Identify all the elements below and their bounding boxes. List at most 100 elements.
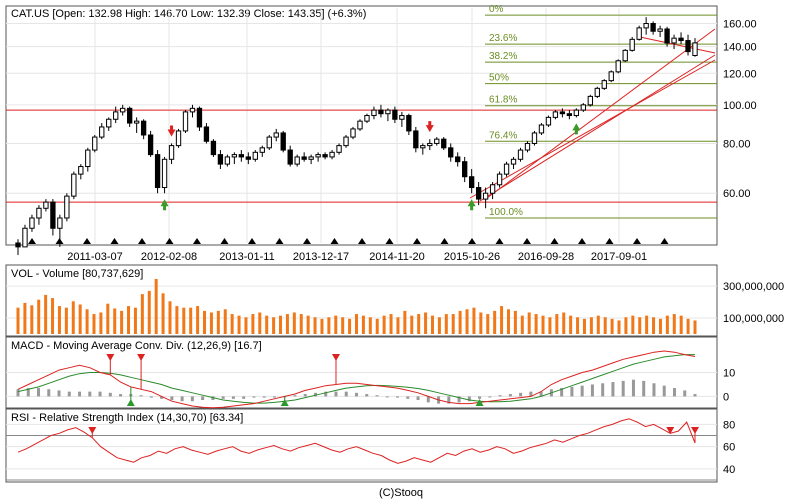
candle-body	[71, 173, 77, 197]
macd-gridlines	[6, 372, 717, 397]
macd-histogram-bar	[580, 385, 584, 397]
candle-body	[308, 156, 314, 160]
volume-bar	[665, 315, 669, 334]
candle-body	[496, 173, 503, 186]
macd-histogram-bar	[621, 380, 625, 397]
volume-bar	[493, 310, 497, 334]
footer-credit: (C)Stooq	[379, 487, 423, 499]
macd-histogram-bar	[67, 391, 71, 397]
rsi-panel-title: RSI - Relative Strength Index (14,30,70)…	[11, 412, 243, 424]
volume-y-axis: 100,000,000 300,000,000	[723, 281, 784, 325]
volume-bar	[361, 315, 365, 334]
macd-histogram-bar	[344, 391, 348, 397]
macd-histogram-bar	[652, 383, 656, 397]
volume-bar	[327, 317, 331, 334]
candle-body	[601, 80, 607, 89]
macd-histogram-bar	[570, 386, 574, 397]
macd-histogram-bar	[611, 382, 615, 397]
price-x-tick-label: 2015-10-26	[444, 251, 500, 263]
rsi-sell-marker	[691, 427, 699, 434]
candle-body	[175, 130, 182, 147]
volume-bar	[348, 318, 352, 334]
volume-panel-title: VOL - Volume [80,737,629]	[11, 268, 143, 280]
period-marker	[523, 238, 531, 244]
candle-body	[350, 128, 356, 138]
macd-histogram-bar	[57, 390, 61, 397]
price-x-tick-label: 2013-12-17	[293, 251, 349, 263]
price-x-tick-label: 2013-01-11	[219, 251, 274, 263]
volume-bar	[237, 315, 241, 334]
macd-histogram-bar	[47, 389, 51, 397]
macd-histogram-bar	[16, 389, 20, 397]
candle-body	[120, 107, 126, 113]
macd-histogram-bar	[262, 396, 266, 398]
macd-histogram-bar	[590, 384, 594, 397]
macd-histogram-bar	[447, 396, 451, 404]
macd-histogram-bar	[601, 383, 605, 397]
period-marker	[55, 238, 64, 244]
volume-bar	[299, 314, 303, 334]
candle-body	[245, 156, 251, 160]
period-marker	[303, 238, 311, 244]
volume-bar	[140, 294, 144, 334]
candle-body	[266, 136, 272, 149]
volume-bar	[520, 315, 524, 334]
macd-histogram-bar	[221, 396, 225, 399]
candle-body	[615, 60, 621, 73]
fibonacci-label: 50%	[489, 73, 509, 84]
macd-histogram-bar	[108, 392, 112, 397]
volume-bar	[161, 293, 165, 334]
volume-bar	[168, 301, 172, 334]
candle-body	[203, 126, 210, 142]
candle-body	[78, 166, 84, 175]
macd-histogram-bar	[426, 396, 430, 403]
candle-body	[475, 187, 482, 200]
sell-signal-arrow	[167, 125, 176, 137]
volume-bar	[244, 317, 248, 334]
candle-body	[36, 207, 42, 219]
candle-body	[406, 115, 412, 132]
volume-bar	[410, 315, 414, 334]
rsi-sell-marker	[666, 427, 675, 434]
macd-histogram-bar	[478, 396, 482, 399]
macd-histogram-bar	[539, 391, 543, 397]
candle-body	[413, 130, 419, 149]
volume-bar	[472, 307, 476, 334]
macd-histogram-bar	[149, 396, 153, 398]
period-marker	[248, 238, 256, 244]
candle-body	[441, 138, 447, 149]
macd-histogram-bar	[683, 390, 687, 397]
candle-body	[629, 38, 635, 51]
price-tick-label: 80.00	[723, 138, 751, 150]
volume-bar	[355, 314, 358, 334]
candle-body	[517, 149, 524, 160]
candle-body	[127, 107, 133, 124]
period-marker	[413, 238, 421, 244]
volume-tick-label: 100,000,000	[723, 313, 784, 325]
volume-bar	[569, 315, 573, 334]
macd-histogram-bar	[119, 394, 123, 397]
price-tick-label: 140.00	[723, 42, 757, 54]
volume-bar	[396, 317, 400, 334]
volume-bar	[292, 312, 296, 334]
price-signals	[160, 121, 581, 211]
macd-histogram-bar	[642, 380, 646, 397]
candle-body	[147, 134, 154, 156]
volume-bar	[624, 317, 628, 334]
volume-bar	[85, 309, 89, 334]
macd-histogram-bar	[375, 395, 379, 397]
volume-bar	[64, 307, 68, 334]
fibonacci-label: 23.6%	[489, 33, 517, 44]
volume-panel: VOL - Volume [80,737,629] 100,000,000 300…	[5, 264, 784, 337]
candle-body	[231, 154, 238, 158]
volume-bar	[465, 309, 469, 334]
macd-histogram-bar	[303, 394, 307, 397]
volume-bar	[223, 309, 227, 334]
price-x-tick-label: 2011-03-07	[67, 251, 122, 263]
resistance-trendline	[639, 36, 716, 54]
candle-body	[294, 156, 300, 165]
volume-bar	[133, 307, 137, 334]
macd-histogram-bar	[519, 392, 523, 397]
period-marker	[165, 238, 174, 244]
